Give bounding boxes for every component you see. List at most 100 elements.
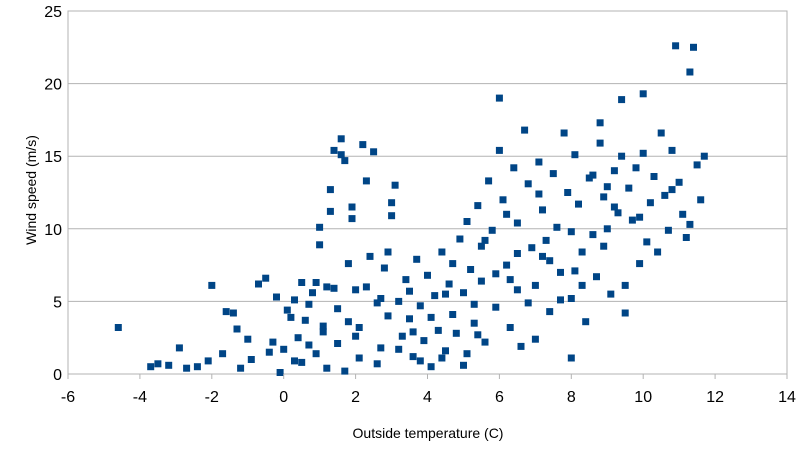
scatter-point: [434, 326, 442, 334]
scatter-point: [165, 361, 173, 369]
scatter-point: [402, 276, 410, 284]
scatter-point: [546, 308, 554, 316]
scatter-point: [495, 146, 503, 154]
y-axis-title: Wind speed (m/s): [23, 135, 39, 245]
scatter-point: [672, 42, 680, 50]
scatter-point: [643, 238, 651, 246]
scatter-point: [442, 347, 449, 355]
scatter-point: [344, 260, 352, 268]
scatter-point: [330, 284, 338, 292]
scatter-point: [337, 151, 345, 159]
x-tick-label: 10: [634, 389, 652, 406]
scatter-point: [305, 341, 313, 349]
scatter-point: [585, 174, 593, 182]
scatter-point: [513, 286, 521, 294]
scatter-point: [262, 274, 270, 282]
scatter-point: [481, 338, 489, 346]
scatter-point: [370, 148, 378, 156]
scatter-point: [625, 184, 633, 192]
scatter-point: [334, 340, 342, 347]
scatter-point: [610, 203, 618, 211]
scatter-point: [535, 158, 543, 166]
scatter-point: [312, 350, 320, 358]
scatter-point: [373, 360, 381, 368]
gridlines: [68, 10, 787, 375]
scatter-point: [377, 295, 385, 302]
scatter-point: [431, 292, 439, 300]
scatter-point: [553, 223, 561, 231]
scatter-point: [557, 296, 564, 304]
scatter-point: [291, 296, 298, 304]
scatter-point: [283, 306, 291, 314]
scatter-point: [589, 231, 597, 239]
scatter-point: [298, 358, 306, 366]
scatter-point: [413, 255, 421, 263]
x-tick-label: 0: [279, 389, 288, 406]
y-tick-label: 0: [53, 367, 62, 384]
scatter-point: [679, 210, 687, 218]
scatter-point: [147, 363, 155, 371]
scatter-point: [539, 252, 546, 260]
scatter-point: [273, 293, 280, 301]
scatter-point: [409, 328, 417, 336]
scatter-point: [567, 354, 575, 362]
scatter-point: [442, 290, 449, 298]
scatter-point: [492, 270, 500, 278]
scatter-point: [614, 209, 622, 217]
scatter-point: [661, 191, 669, 199]
scatter-point: [521, 126, 529, 134]
y-tick-label: 15: [44, 149, 62, 166]
scatter-point: [531, 281, 539, 289]
scatter-point: [567, 295, 575, 302]
scatter-point: [409, 353, 417, 361]
scatter-point: [503, 210, 511, 218]
scatter-point: [323, 283, 331, 291]
scatter-point: [395, 297, 403, 305]
scatter-point: [686, 68, 694, 76]
scatter-point: [445, 280, 453, 288]
scatter-point: [341, 157, 349, 165]
x-tick-label: 6: [495, 389, 504, 406]
scatter-point: [355, 324, 363, 331]
scatter-point: [549, 170, 557, 178]
scatter-point: [524, 299, 532, 307]
scatter-point: [539, 206, 546, 214]
scatter-point: [237, 364, 245, 372]
y-tick-label: 10: [44, 222, 62, 239]
scatter-point: [449, 311, 457, 318]
scatter-point: [330, 146, 338, 154]
scatter-point: [352, 332, 360, 340]
scatter-point: [636, 260, 644, 268]
scatter-point: [265, 348, 273, 356]
scatter-point: [456, 235, 464, 243]
scatter-point: [474, 202, 482, 210]
scatter-point: [477, 277, 485, 285]
scatter-point: [564, 189, 572, 196]
scatter-point: [244, 335, 252, 343]
scatter-point: [204, 357, 212, 365]
scatter-point: [175, 344, 183, 352]
x-tick-label: 2: [351, 389, 360, 406]
scatter-point: [596, 139, 604, 147]
scatter-point: [697, 196, 705, 204]
scatter-point: [470, 300, 478, 308]
x-tick-label: 8: [567, 389, 576, 406]
scatter-point: [341, 367, 349, 375]
scatter-point: [700, 152, 708, 160]
scatter-point: [460, 361, 467, 369]
scatter-point: [492, 303, 500, 311]
scatter-point: [463, 350, 471, 358]
scatter-point: [154, 360, 162, 368]
scatter-point: [499, 196, 507, 204]
scatter-point: [305, 300, 313, 308]
x-tick-label: 12: [706, 389, 724, 406]
scatter-point: [528, 244, 536, 252]
scatter-point: [618, 152, 626, 160]
scatter-point: [607, 290, 615, 298]
scatter-point: [337, 135, 345, 143]
scatter-point: [362, 177, 370, 185]
scatter-point: [664, 226, 672, 234]
scatter-point: [319, 328, 327, 336]
x-tick-label: -2: [205, 389, 219, 406]
